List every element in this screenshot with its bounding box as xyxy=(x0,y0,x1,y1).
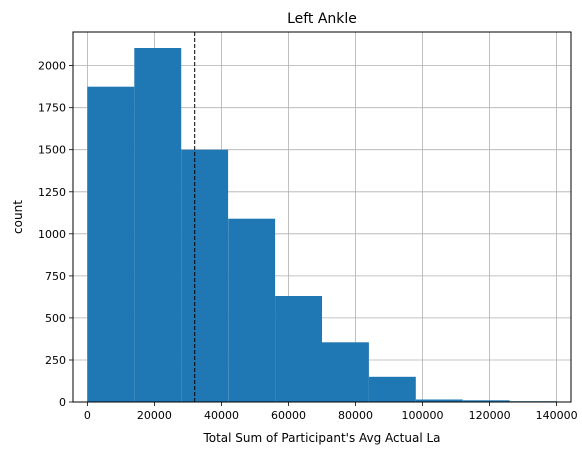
histogram-bar xyxy=(322,342,369,402)
y-axis-label: count xyxy=(11,200,25,234)
y-tick-label: 1250 xyxy=(38,186,66,199)
histogram-bar xyxy=(415,399,463,402)
x-tick-label: 120000 xyxy=(469,409,511,422)
histogram-bar xyxy=(368,376,416,402)
y-tick-label: 1500 xyxy=(38,144,66,157)
x-tick-label: 40000 xyxy=(204,409,239,422)
histogram-bar xyxy=(181,149,229,402)
x-tick-label: 60000 xyxy=(271,409,306,422)
x-tick-label: 0 xyxy=(84,409,91,422)
plot-frame xyxy=(72,31,572,403)
chart-title: Left Ankle xyxy=(287,11,357,27)
x-axis-ticks: 0 20000 40000 60000 80000 100000 120000 140000 xyxy=(84,402,578,422)
x-axis-label: Total Sum of Participant's Avg Actual La xyxy=(202,431,440,445)
histogram-bar xyxy=(228,218,276,402)
y-tick-label: 0 xyxy=(59,396,66,409)
y-tick-label: 1000 xyxy=(38,228,66,241)
histogram-bars xyxy=(87,48,557,402)
y-tick-label: 500 xyxy=(45,312,66,325)
y-axis-ticks: 0 250 500 750 1000 1250 1500 1750 2000 xyxy=(38,60,73,409)
y-tick-label: 750 xyxy=(45,270,66,283)
x-tick-label: 80000 xyxy=(338,409,373,422)
y-tick-label: 1750 xyxy=(38,102,66,115)
histogram-bar xyxy=(275,296,322,402)
x-tick-label: 140000 xyxy=(536,409,578,422)
y-tick-label: 2000 xyxy=(38,60,66,73)
histogram-bar xyxy=(462,400,510,402)
x-tick-label: 100000 xyxy=(402,409,444,422)
histogram-bar xyxy=(87,86,135,402)
x-tick-label: 20000 xyxy=(137,409,172,422)
histogram-bar xyxy=(134,48,182,402)
y-tick-label: 250 xyxy=(45,354,66,367)
